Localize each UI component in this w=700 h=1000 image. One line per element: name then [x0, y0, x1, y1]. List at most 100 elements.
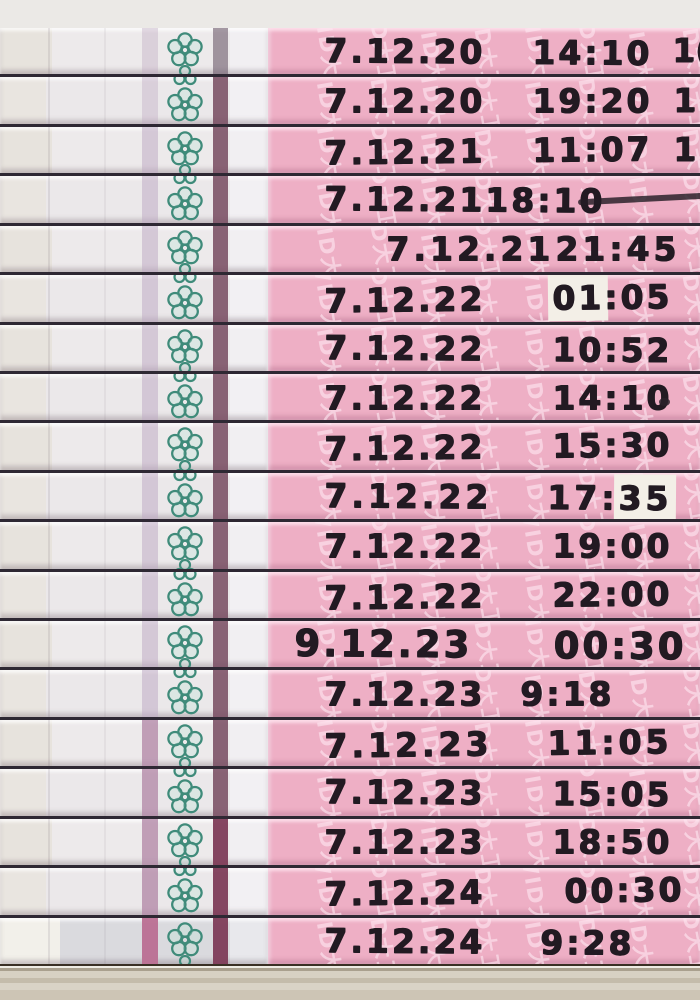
handwritten-date: 7.12.24	[323, 919, 486, 961]
flower-stamp-icon	[166, 581, 204, 618]
handwritten-date: 7.12.22	[323, 278, 486, 320]
test-strip-row: DAVID大卫®DAVID大卫®DAVID大卫®DAVID大卫®DAVID大卫®…	[0, 769, 700, 819]
test-line	[142, 868, 158, 915]
test-line	[142, 769, 158, 816]
test-line	[142, 275, 158, 322]
membrane-crease	[104, 719, 106, 767]
strip-membrane	[0, 324, 268, 371]
strip-handle: DAVID大卫®DAVID大卫®DAVID大卫®DAVID大卫®DAVID大卫®…	[268, 472, 700, 520]
flower-stamp-icon	[166, 822, 204, 860]
flower-bud-icon	[173, 262, 197, 273]
membrane-crease	[104, 769, 106, 816]
time-segment: 15:30	[551, 424, 673, 466]
membrane-crease	[104, 126, 106, 174]
flower-stamp-icon	[166, 31, 204, 69]
time-segment: 15:05	[551, 773, 673, 814]
white-label-patch: 35	[617, 477, 673, 518]
test-line	[142, 818, 158, 866]
test-strip-row: DAVID大卫®DAVID大卫®DAVID大卫®DAVID大卫®DAVID大卫®…	[0, 670, 700, 720]
handwritten-date: 7.12.22	[324, 377, 485, 417]
membrane-crease	[48, 621, 50, 668]
strip-membrane	[0, 77, 268, 124]
control-line	[213, 126, 228, 174]
handwritten-entry: 7.12.23 9:18	[268, 670, 700, 716]
membrane-crease	[104, 670, 106, 717]
flower-bud-icon	[173, 769, 197, 780]
flower-bud-icon	[173, 868, 197, 879]
flower-bud-icon	[173, 670, 197, 681]
handwritten-date: 7.12.21	[323, 178, 486, 219]
test-line	[142, 571, 158, 619]
strip-membrane	[0, 472, 268, 520]
strip-handle: DAVID大卫®DAVID大卫®DAVID大卫®DAVID大卫®DAVID大卫®…	[268, 126, 700, 174]
handwritten-date: 7.12.22	[323, 427, 486, 469]
handwritten-date: 7.12.23	[324, 674, 485, 714]
strip-membrane	[0, 621, 268, 668]
membrane-crease	[48, 670, 50, 717]
strip-membrane	[0, 571, 268, 619]
membrane-crease	[48, 126, 50, 174]
membrane-crease	[104, 472, 106, 520]
handwritten-time: 14:10	[532, 32, 652, 72]
white-label-patch: 01	[551, 277, 605, 317]
handwritten-date: 7.12.24	[323, 871, 486, 913]
test-strip-row: DAVID大卫®DAVID大卫®DAVID大卫®DAVID大卫®DAVID大卫®…	[0, 621, 700, 671]
time-segment: 19:20	[531, 81, 652, 121]
test-strip-row: DAVID大卫®DAVID大卫®DAVID大卫®DAVID大卫®DAVID大卫®…	[0, 28, 700, 78]
strip-membrane	[0, 670, 268, 717]
membrane-crease	[104, 225, 106, 273]
strip-handle: DAVID大卫®DAVID大卫®DAVID大卫®DAVID大卫®DAVID大卫®…	[268, 917, 700, 965]
strip-handle: DAVID大卫®DAVID大卫®DAVID大卫®DAVID大卫®DAVID大卫®…	[268, 769, 700, 816]
time-segment: 00:30	[563, 869, 685, 910]
strip-membrane	[0, 225, 268, 273]
control-line	[213, 571, 228, 619]
membrane-crease	[48, 769, 50, 816]
membrane-crease	[48, 522, 50, 569]
flower-stamp-icon	[166, 679, 204, 716]
handwritten-time: 18:50	[552, 822, 672, 861]
membrane-crease	[48, 423, 50, 470]
control-line	[213, 176, 228, 223]
flower-bud-icon	[173, 64, 197, 75]
control-line	[213, 917, 228, 965]
membrane-crease	[104, 77, 106, 124]
test-line	[142, 423, 158, 470]
handwritten-time: 10:52	[552, 329, 672, 369]
flower-bud-icon	[173, 163, 197, 174]
test-strip-row: DAVID大卫®DAVID大卫®DAVID大卫®DAVID大卫®DAVID大卫®…	[0, 571, 700, 622]
time-segment: 11:05	[546, 721, 673, 762]
handwritten-entry: 7.12.22 15:30	[268, 423, 700, 469]
flower-stamp-icon	[166, 778, 204, 815]
control-line	[213, 670, 228, 717]
flower-stamp-icon	[166, 229, 204, 267]
handwritten-time: 11:07	[532, 128, 653, 168]
handwritten-date: 7.12.20	[324, 81, 485, 121]
strip-membrane	[0, 868, 268, 915]
test-line	[142, 917, 158, 965]
membrane-crease	[48, 373, 50, 421]
flower-bud-icon	[173, 361, 197, 371]
strip-handle: DAVID大卫®DAVID大卫®DAVID大卫®DAVID大卫®DAVID大卫®…	[268, 621, 700, 668]
flower-bud-icon	[173, 756, 197, 767]
handwritten-time: 17: 35	[547, 477, 673, 518]
test-line	[142, 472, 158, 520]
control-line	[213, 769, 228, 816]
membrane-crease	[48, 719, 50, 767]
flower-stamp-icon	[166, 525, 204, 563]
control-line	[213, 868, 228, 915]
membrane-crease	[48, 868, 50, 915]
handwritten-time: 14:10	[552, 378, 672, 417]
handwritten-date: 7.12.23	[324, 822, 485, 862]
handwritten-time: 01:05	[551, 277, 672, 317]
control-line	[213, 275, 228, 322]
control-line	[213, 472, 228, 520]
strip-handle: DAVID大卫®DAVID大卫®DAVID大卫®DAVID大卫®DAVID大卫®…	[268, 324, 700, 371]
test-line	[142, 225, 158, 273]
flower-stamp-icon	[166, 383, 204, 420]
clipped-edge-writing: 1(	[671, 30, 700, 70]
handwritten-time: 00:30	[564, 869, 685, 909]
membrane-crease	[48, 176, 50, 223]
time-segment: 22:00	[551, 573, 673, 614]
strip-handle: DAVID大卫®DAVID大卫®DAVID大卫®DAVID大卫®DAVID大卫®…	[268, 719, 700, 767]
membrane-crease	[48, 28, 50, 75]
